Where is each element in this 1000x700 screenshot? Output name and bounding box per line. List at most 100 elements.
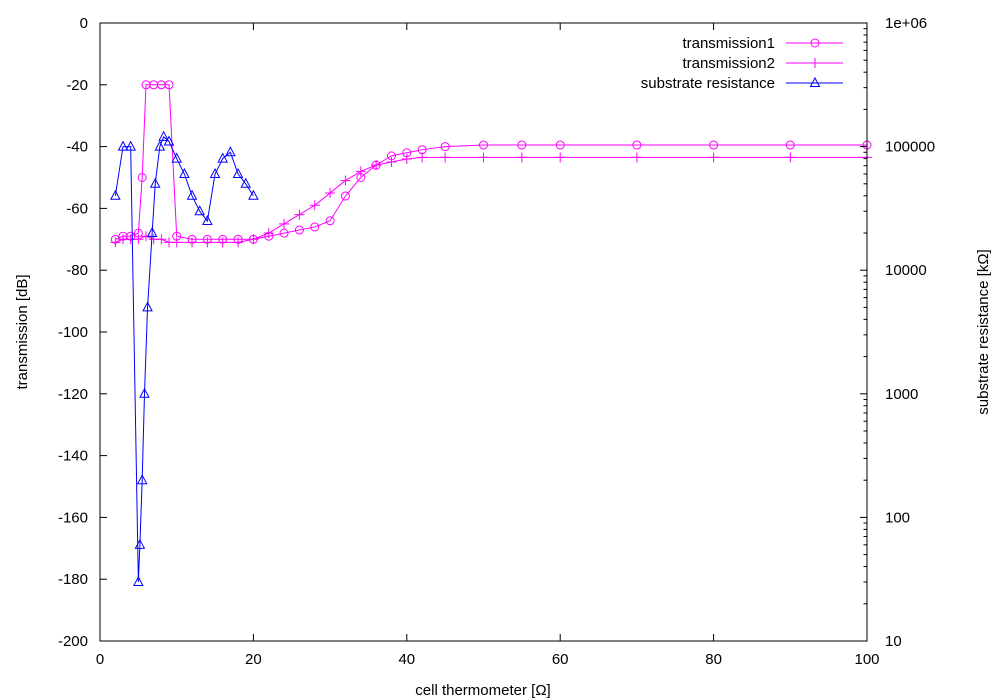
legend: transmission1 transmission2 substrate resi… (641, 35, 843, 92)
data-point (516, 152, 527, 163)
data-point (325, 216, 335, 226)
data-point (263, 228, 274, 239)
data-point (240, 177, 252, 188)
x-axis-label: cell thermometer [Ω] (415, 682, 550, 699)
y-axis-label: transmission [dB] (14, 274, 31, 389)
y-tick-label: -180 (58, 571, 88, 588)
legend-label: transmission2 (682, 55, 775, 72)
x-tick-label: 80 (705, 651, 722, 668)
y2-axis-label: substrate resistance [kΩ] (975, 249, 992, 414)
data-point (217, 152, 229, 163)
data-point (785, 152, 796, 163)
data-point (785, 140, 795, 150)
data-point (294, 225, 304, 235)
x-tick-label: 0 (96, 651, 104, 668)
legend-sample-substrate-resistance-marker (809, 76, 821, 87)
data-point (232, 167, 244, 179)
data-point (110, 189, 121, 200)
data-point (225, 146, 236, 157)
legend-label: substrate resistance (641, 75, 775, 92)
data-point (163, 135, 175, 146)
data-point (386, 157, 397, 168)
data-point (632, 140, 642, 150)
series-transmission1 (110, 80, 872, 244)
y-tick-label: -100 (58, 324, 88, 341)
data-point (340, 175, 351, 186)
series-line (115, 84, 867, 240)
data-point (137, 173, 147, 182)
data-point (248, 189, 259, 200)
legend-sample-transmission1-marker (810, 38, 820, 48)
data-point (171, 152, 183, 163)
data-point (209, 167, 221, 179)
x-tick-label: 100 (854, 651, 879, 668)
data-point (325, 187, 336, 198)
y2-tick-label: 100000 (885, 139, 935, 156)
data-point (194, 205, 206, 216)
data-point (202, 237, 213, 248)
legend-sample-transmission2-marker (810, 58, 820, 68)
y-tick-label: 0 (80, 15, 88, 32)
data-point (134, 538, 146, 549)
data-point (478, 152, 489, 163)
data-point (279, 218, 290, 229)
data-point (125, 140, 137, 151)
data-point (631, 152, 642, 163)
data-point (401, 153, 412, 164)
y2-tick-label: 10000 (885, 262, 927, 279)
y-tick-label: -160 (58, 509, 88, 526)
legend-label: transmission1 (682, 35, 775, 52)
data-point (146, 226, 158, 237)
y2-tick-label: 1e+06 (885, 15, 927, 32)
data-point (154, 140, 166, 151)
data-point (294, 209, 305, 220)
data-point (708, 152, 719, 163)
data-point (440, 152, 451, 163)
data-point (371, 160, 382, 171)
data-point (479, 140, 488, 150)
data-point (117, 140, 129, 151)
data-point (340, 191, 350, 201)
data-point (310, 222, 320, 232)
y-tick-label: -40 (66, 139, 88, 156)
y2-tick-label: 10 (885, 633, 902, 650)
data-point (555, 152, 566, 163)
data-point (186, 189, 198, 200)
data-point (309, 200, 320, 211)
data-point (139, 387, 150, 398)
axis-ticks: 0 20 40 60 80 1000-20-40-60-80-100-120-140-16… (58, 15, 935, 668)
data-point (156, 234, 167, 245)
y-tick-label: -20 (66, 77, 88, 94)
data-point (202, 214, 213, 226)
data-point (110, 237, 121, 248)
data-point (248, 234, 259, 245)
y-tick-label: -80 (66, 262, 88, 279)
y2-tick-label: 1000 (885, 386, 918, 403)
data-point (279, 228, 289, 238)
data-point (171, 237, 182, 248)
data-point (440, 142, 450, 152)
data-point (164, 80, 174, 90)
data-point (355, 166, 366, 177)
y-tick-label: -140 (58, 448, 88, 465)
y2-tick-label: 100 (885, 509, 910, 526)
data-point (149, 177, 161, 188)
y-tick-label: -60 (66, 200, 88, 217)
data-point (133, 575, 144, 587)
series-transmission2 (110, 152, 872, 248)
data-point (709, 140, 719, 150)
data-point (142, 301, 153, 312)
chart-marks (110, 80, 872, 587)
data-point (233, 237, 244, 248)
y-tick-label: -120 (58, 386, 88, 403)
x-tick-label: 60 (552, 651, 569, 668)
x-tick-label: 40 (398, 651, 415, 668)
series-substrate-resistance (110, 130, 259, 587)
series-line (114, 135, 254, 583)
data-point (187, 237, 198, 248)
data-point (136, 474, 148, 485)
x-tick-label: 20 (245, 651, 262, 668)
data-point (217, 237, 228, 248)
y-tick-label: -200 (58, 633, 88, 650)
